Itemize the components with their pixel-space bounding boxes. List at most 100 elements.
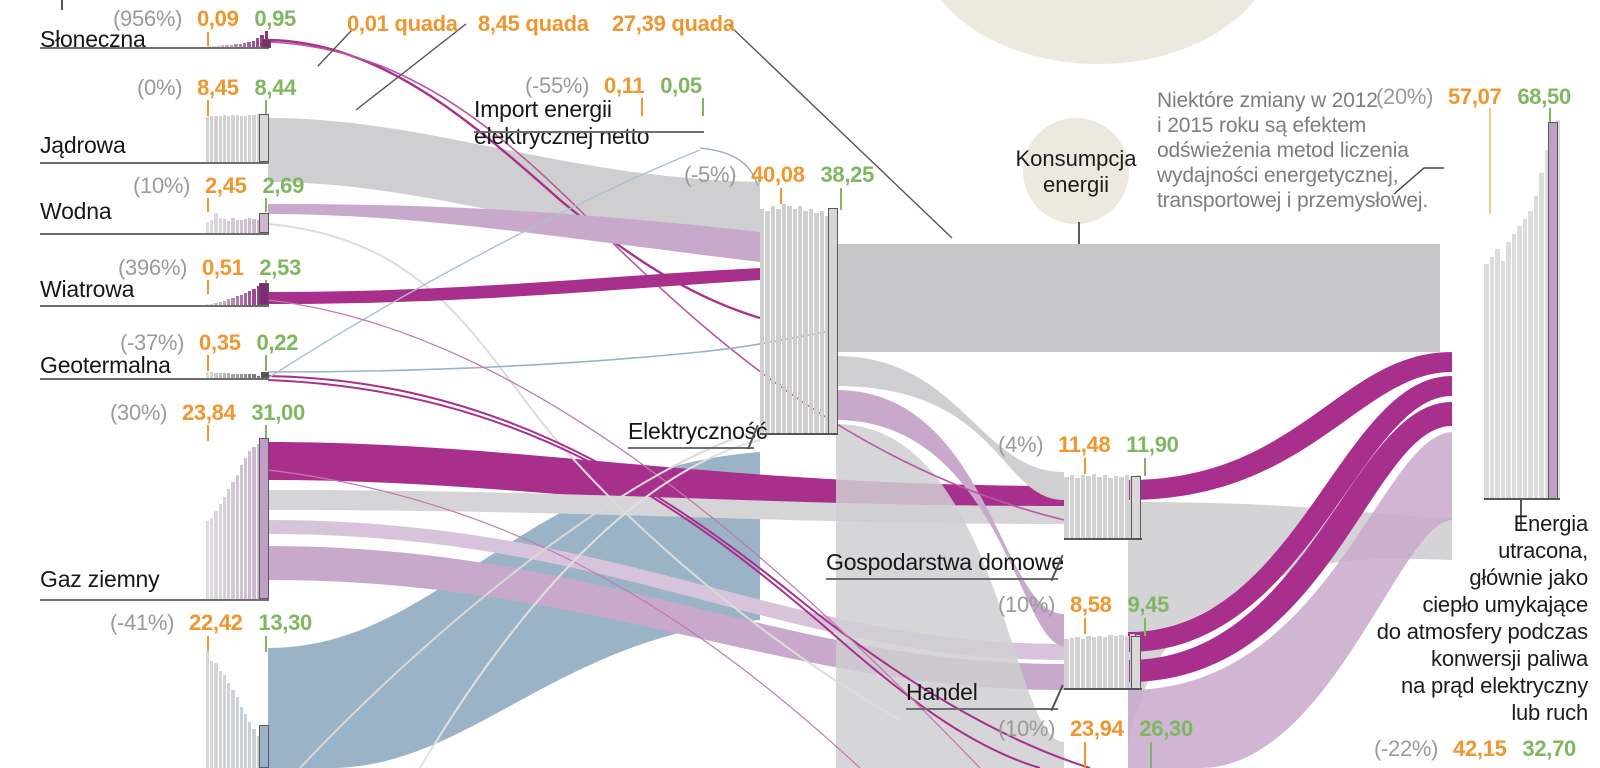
sloneczna-series bbox=[208, 31, 269, 47]
gospodarstwa-cap bbox=[1131, 476, 1141, 540]
handel-node-base bbox=[1064, 688, 1142, 690]
sloneczna-baseline bbox=[40, 47, 269, 49]
callout-3: 27,39 quada bbox=[612, 11, 735, 36]
przemysl-percent: (10%) bbox=[998, 716, 1056, 741]
geotermalna-percent: (-37%) bbox=[120, 330, 185, 355]
elektrycznosc-cap bbox=[828, 208, 838, 435]
wegiel-values: (-41%) 22,42 13,30 bbox=[110, 610, 312, 636]
import-percent: (-55%) bbox=[525, 73, 590, 98]
callout-1: 0,01 quada bbox=[347, 11, 458, 36]
gospodarstwa-label: Gospodarstwa domowe bbox=[826, 549, 1064, 575]
jadrowa-series bbox=[206, 114, 265, 162]
wodna-old: 2,45 bbox=[205, 173, 247, 198]
elektrycznosc-node-base bbox=[760, 433, 838, 435]
geotermalna-label: Geotermalna bbox=[40, 352, 171, 378]
jadrowa-label: Jądrowa bbox=[40, 132, 126, 158]
wiatrowa-new: 2,53 bbox=[259, 255, 301, 280]
elektrycznosc-label: Elektryczność bbox=[628, 418, 768, 444]
flow-elektrycznosc-gospodarstwa bbox=[836, 356, 1064, 500]
handel-values: (10%) 8,58 9,45 bbox=[998, 592, 1169, 618]
import-values: (-55%) 0,11 0,05 bbox=[525, 73, 702, 99]
flow-elektrycznosc-konsumpcja bbox=[836, 244, 1440, 352]
flow-gospodarstwa-energia-uslugi bbox=[1128, 502, 1452, 745]
wodna-cap bbox=[259, 213, 269, 233]
wiatrowa-label: Wiatrowa bbox=[40, 276, 135, 302]
wodna-baseline bbox=[40, 233, 269, 235]
wiatrowa-percent: (396%) bbox=[118, 255, 188, 280]
flow-elektrycznosc-przemysl bbox=[836, 424, 1064, 768]
strata2-percent: (-22%) bbox=[1374, 736, 1439, 761]
przemysl-new: 26,30 bbox=[1139, 716, 1193, 741]
flow-wegiel-elektrycznosc bbox=[268, 452, 760, 768]
wiatrowa-old: 0,51 bbox=[201, 255, 244, 280]
gospodarstwa-new-tick bbox=[1144, 458, 1146, 476]
strata2-new: 32,70 bbox=[1522, 736, 1576, 761]
wiatrowa-baseline bbox=[40, 305, 269, 307]
import-label: Import energii elektrycznej netto bbox=[474, 96, 650, 149]
gaz-series bbox=[206, 440, 265, 599]
jadrowa-new: 8,44 bbox=[254, 75, 297, 100]
wiatrowa-values: (396%) 0,51 2,53 bbox=[118, 255, 301, 281]
wegiel-old: 22,42 bbox=[189, 610, 243, 635]
elektrycznosc-values: (-5%) 40,08 38,25 bbox=[684, 162, 874, 188]
flow-strand-a bbox=[267, 299, 981, 768]
gaz-old: 23,84 bbox=[182, 400, 236, 425]
gospodarstwa-label-rule bbox=[826, 578, 1058, 580]
gaz-old-tick bbox=[207, 425, 209, 441]
strata-percent: (20%) bbox=[1376, 84, 1434, 109]
flow-strand-b bbox=[267, 469, 861, 768]
geotermalna-cap bbox=[261, 372, 269, 378]
wegiel-new: 13,30 bbox=[258, 610, 312, 635]
przemysl-values: (10%) 23,94 26,30 bbox=[998, 716, 1193, 742]
energia-utracona-caption: Energia utracona, głównie jako ciepło um… bbox=[1376, 511, 1588, 725]
sloneczna-cap bbox=[262, 39, 271, 48]
handel-cap bbox=[1131, 636, 1141, 690]
elektrycznosc-label-rule bbox=[628, 447, 754, 449]
strata-new-tick bbox=[1549, 108, 1551, 124]
flow-geotermalna-przemysl bbox=[267, 375, 1091, 768]
geotermalna-new: 0,22 bbox=[256, 330, 299, 355]
gaz-baseline bbox=[40, 599, 269, 601]
geotermalna-new-tick bbox=[265, 355, 267, 371]
elektrycznosc-old: 40,08 bbox=[751, 162, 805, 187]
gospodarstwa-series bbox=[1064, 474, 1140, 540]
jadrowa-old: 8,45 bbox=[197, 75, 239, 100]
handel-new: 9,45 bbox=[1127, 592, 1170, 617]
gaz-values: (30%) 23,84 31,00 bbox=[110, 400, 305, 426]
jadrowa-values: (0%) 8,45 8,44 bbox=[137, 75, 296, 101]
wodna-new-tick bbox=[265, 198, 267, 212]
elektrycznosc-new: 38,25 bbox=[820, 162, 875, 187]
wodna-new: 2,69 bbox=[262, 173, 305, 198]
wiatrowa-cap bbox=[259, 283, 269, 305]
import-old: 0,11 bbox=[604, 73, 645, 98]
gaz-percent: (30%) bbox=[110, 400, 168, 425]
wiatrowa-series bbox=[206, 283, 265, 305]
jadrowa-old-tick bbox=[207, 100, 209, 116]
jadrowa-cap bbox=[259, 114, 269, 162]
import-new: 0,05 bbox=[660, 73, 702, 98]
gospodarstwa-new: 11,90 bbox=[1126, 432, 1179, 457]
jadrowa-baseline bbox=[40, 162, 269, 164]
sloneczna-old: 0,09 bbox=[196, 6, 239, 31]
elektrycznosc-new-tick bbox=[840, 188, 842, 210]
wegiel-percent: (-41%) bbox=[110, 610, 175, 635]
wegiel-old-tick bbox=[207, 636, 209, 652]
flow-handel-strata-3 bbox=[1128, 402, 1452, 682]
jadrowa-new-tick bbox=[265, 100, 267, 116]
flow-strand-d bbox=[419, 439, 761, 768]
przemysl-old: 23,94 bbox=[1070, 716, 1124, 741]
wegiel-series bbox=[206, 651, 265, 768]
geotermalna-old-tick bbox=[207, 355, 209, 371]
callout-2: 8,45 quada bbox=[478, 11, 589, 36]
wodna-series bbox=[206, 213, 265, 233]
flow-import-long bbox=[267, 149, 701, 379]
handel-old-tick bbox=[1084, 618, 1086, 634]
strata2-old: 42,15 bbox=[1453, 736, 1507, 761]
gaz-label: Gaz ziemny bbox=[40, 566, 160, 592]
callout-leader-4 bbox=[1393, 167, 1444, 195]
strata-old: 57,07 bbox=[1448, 84, 1502, 109]
wodna-values: (10%) 2,45 2,69 bbox=[133, 173, 304, 199]
wegiel-cap bbox=[259, 725, 269, 768]
